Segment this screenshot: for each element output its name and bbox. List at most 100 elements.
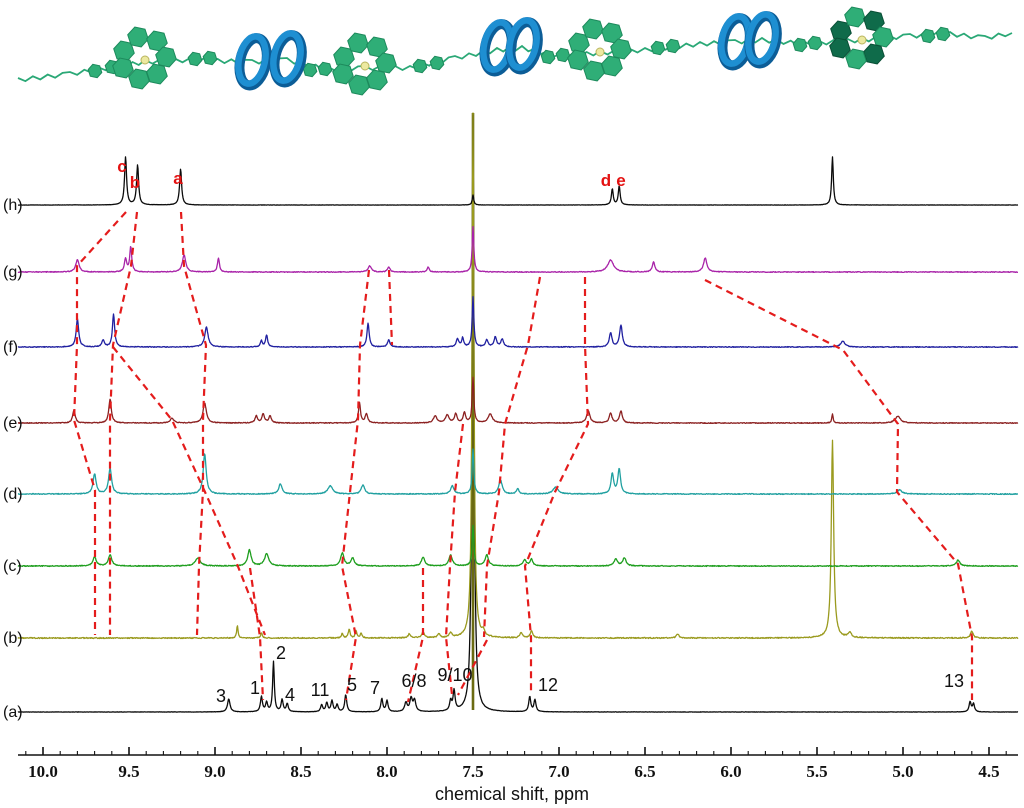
aromatic-hexagon bbox=[610, 38, 632, 60]
aromatic-hexagon bbox=[829, 37, 851, 59]
aromatic-hexagon bbox=[112, 57, 134, 79]
aromatic-hexagon bbox=[187, 51, 203, 67]
axis-tick-label-9.5: 9.5 bbox=[118, 762, 139, 781]
aromatic-hexagon bbox=[582, 18, 604, 40]
spectrum-trace-h bbox=[17, 156, 1019, 206]
macrocycle-ring bbox=[744, 11, 782, 69]
peak-number-3: 3 bbox=[216, 686, 226, 706]
axis-tick-label-5.5: 5.5 bbox=[806, 762, 827, 781]
red-peak-letter-b: b bbox=[130, 173, 140, 192]
peak-labels: cb a d e 3 12 4 11 5 7 6/8 9/10 12 13 bbox=[117, 157, 964, 706]
metal-center bbox=[595, 47, 605, 57]
aromatic-hexagon bbox=[650, 40, 666, 56]
dashed-connector-5 bbox=[248, 567, 265, 701]
aromatic-hexagon bbox=[540, 49, 556, 65]
row-label-d: (d) bbox=[3, 486, 23, 503]
peak-number-12: 12 bbox=[538, 675, 558, 695]
dashed-connector-3 bbox=[179, 211, 208, 636]
dashed-connector-7 bbox=[387, 269, 394, 346]
aromatic-hexagon bbox=[429, 55, 445, 71]
red-peak-letter-d: d bbox=[601, 171, 611, 190]
peak-number-11: 11 bbox=[311, 680, 330, 700]
macrocycle-ring bbox=[234, 33, 272, 91]
red-peak-letter-c: c bbox=[117, 157, 126, 176]
axis-tick-label-7.0: 7.0 bbox=[548, 762, 569, 781]
spectrum-trace-f bbox=[17, 295, 1019, 349]
row-label-c: (c) bbox=[3, 558, 22, 575]
red-peak-letter-a: a bbox=[173, 169, 183, 188]
dashed-connector-11 bbox=[457, 639, 488, 696]
spectrum-trace-e bbox=[17, 376, 1019, 425]
dashed-connector-9 bbox=[444, 423, 465, 696]
dashed-connector-13 bbox=[704, 279, 974, 700]
row-label-b: (b) bbox=[3, 630, 23, 647]
aromatic-hexagon bbox=[665, 38, 681, 54]
aromatic-hexagon bbox=[792, 37, 808, 53]
spectrum-trace-d bbox=[17, 448, 1019, 496]
row-labels: (a) (b) (c) (d) (e) (f) (g) (h) bbox=[3, 197, 23, 721]
peak-number-5: 5 bbox=[347, 675, 357, 695]
axis-tick-label-8.5: 8.5 bbox=[290, 762, 311, 781]
x-axis: chemical shift, ppm 10.0 9.5 9.0 8.5 8.0 7.5 7… bbox=[18, 747, 1018, 804]
peak-number-4: 4 bbox=[285, 685, 295, 705]
dashed-connector-12 bbox=[523, 277, 590, 695]
aromatic-hexagon bbox=[375, 52, 397, 74]
aromatic-hexagon bbox=[348, 74, 370, 96]
macrocycle-ring bbox=[269, 30, 307, 88]
row-label-g: (g) bbox=[3, 264, 23, 281]
aromatic-hexagon bbox=[583, 60, 605, 82]
peak-number-9-10: 9/10 bbox=[437, 665, 472, 685]
red-dashed-connectors bbox=[72, 211, 974, 703]
spectrum-trace-b bbox=[17, 112, 1019, 640]
macrocycle-ring bbox=[505, 17, 543, 75]
axis-tick-label-9.0: 9.0 bbox=[204, 762, 225, 781]
dashed-connector-10 bbox=[482, 276, 542, 638]
aromatic-hexagon bbox=[845, 48, 867, 70]
aromatic-hexagon bbox=[317, 61, 333, 77]
metal-center bbox=[360, 61, 370, 71]
metal-center bbox=[857, 35, 867, 45]
metal-center bbox=[140, 55, 150, 65]
x-axis-title: chemical shift, ppm bbox=[435, 784, 589, 804]
dashed-connector-4 bbox=[112, 346, 267, 636]
peak-number-1: 1 bbox=[250, 678, 260, 698]
aromatic-hexagon bbox=[128, 68, 150, 90]
aromatic-hexagon bbox=[155, 46, 177, 68]
aromatic-hexagon bbox=[920, 28, 936, 44]
dashed-connector-8 bbox=[406, 568, 425, 703]
axis-tick-label-8.0: 8.0 bbox=[376, 762, 397, 781]
peak-number-2: 2 bbox=[276, 643, 286, 663]
aromatic-hexagon bbox=[935, 26, 951, 42]
axis-tick-label-6.5: 6.5 bbox=[634, 762, 655, 781]
aromatic-hexagon bbox=[202, 50, 218, 66]
row-label-a: (a) bbox=[3, 704, 23, 721]
aromatic-hexagon bbox=[807, 35, 823, 51]
aromatic-hexagon bbox=[347, 32, 369, 54]
aromatic-hexagon bbox=[555, 47, 571, 63]
dashed-connector-2 bbox=[108, 211, 139, 635]
row-label-f: (f) bbox=[3, 339, 18, 356]
dashed-connector-6 bbox=[340, 269, 371, 701]
aromatic-hexagon bbox=[863, 43, 885, 65]
aromatic-hexagon bbox=[332, 63, 354, 85]
axis-tick-label-10.0: 10.0 bbox=[28, 762, 58, 781]
row-label-h: (h) bbox=[3, 197, 23, 214]
row-label-e: (e) bbox=[3, 415, 23, 432]
axis-tick-label-5.0: 5.0 bbox=[892, 762, 913, 781]
aromatic-hexagon bbox=[844, 6, 866, 28]
peak-number-7: 7 bbox=[370, 678, 380, 698]
aromatic-hexagon bbox=[146, 63, 168, 85]
aromatic-hexagon bbox=[87, 63, 103, 79]
peak-number-13: 13 bbox=[944, 671, 964, 691]
dashed-connector-1 bbox=[72, 211, 127, 635]
spectrum-trace-g bbox=[17, 225, 1019, 274]
axis-tick-label-4.5: 4.5 bbox=[978, 762, 999, 781]
axis-tick-label-6.0: 6.0 bbox=[720, 762, 741, 781]
aromatic-hexagon bbox=[872, 26, 894, 48]
aromatic-hexagon bbox=[366, 69, 388, 91]
spectrum-trace-c bbox=[17, 524, 1019, 568]
peak-number-6-8: 6/8 bbox=[401, 671, 426, 691]
aromatic-hexagon bbox=[412, 58, 428, 74]
